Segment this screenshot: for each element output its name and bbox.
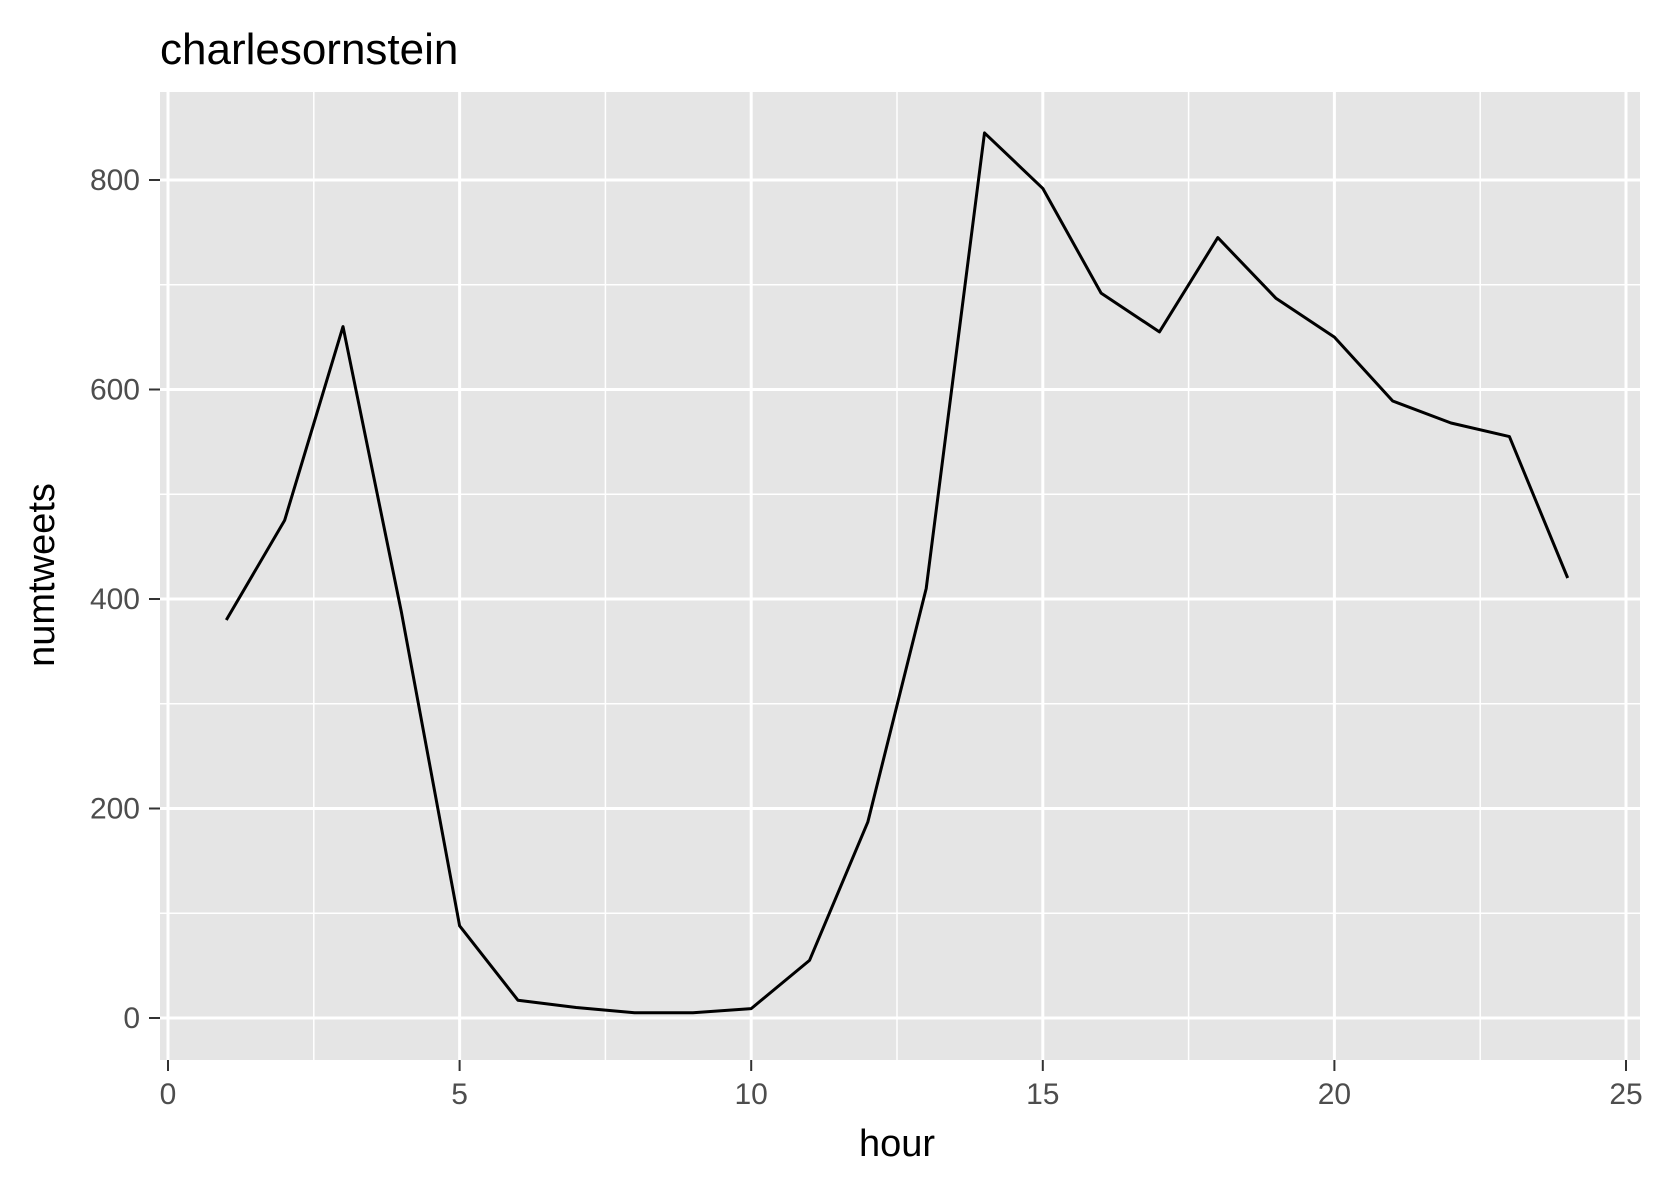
x-tick-label: 25 — [1609, 1078, 1642, 1111]
y-tick-label: 800 — [90, 164, 140, 197]
x-tick-label: 10 — [735, 1078, 768, 1111]
x-axis-title: hour — [859, 1123, 935, 1165]
y-axis: 0 200 400 600 800 — [90, 164, 160, 1035]
x-tick-label: 15 — [1026, 1078, 1059, 1111]
x-tick-label: 0 — [160, 1078, 177, 1111]
chart-title: charlesornstein — [160, 25, 458, 74]
series-layer: hour 1: 380hour 2: 475hour 3: 660hour 4:… — [225, 131, 1570, 1015]
y-tick-label: 600 — [90, 374, 140, 407]
x-axis: 0 5 10 15 20 25 — [160, 1060, 1643, 1111]
y-tick-label: 400 — [90, 583, 140, 616]
y-tick-label: 200 — [90, 793, 140, 826]
major-gridlines — [160, 92, 1640, 1060]
y-axis-title: numtweets — [21, 483, 63, 667]
y-tick-label: 0 — [123, 1002, 140, 1035]
x-tick-label: 5 — [451, 1078, 468, 1111]
x-tick-label: 20 — [1318, 1078, 1351, 1111]
minor-gridlines — [160, 92, 1640, 1060]
series-line — [225, 131, 1570, 1015]
plot-panel — [160, 92, 1640, 1060]
